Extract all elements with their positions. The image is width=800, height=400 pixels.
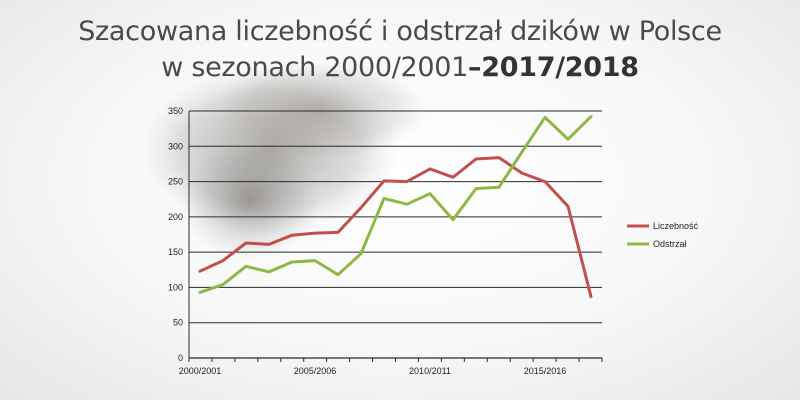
chart-title-line1: Szacowana liczebność i odstrzał dzików w… [78,16,722,47]
y-tick-label: 0 [178,353,183,363]
legend-label: Odstrzał [653,239,687,249]
x-tick-label: 2015/2016 [524,366,567,376]
x-tick-label: 2000/2001 [179,366,222,376]
y-tick-label: 100 [168,282,183,292]
chart-grid [189,110,602,324]
y-tick-label: 200 [168,212,183,222]
series-line-liczebnosc [198,156,593,299]
y-tick-label: 300 [168,141,183,151]
x-tick-label: 2005/2006 [294,366,337,376]
chart-title-line2-suffix: –2017/2018 [468,52,639,83]
series-line-odstrzal [198,115,593,294]
chart-axes: 0 50 100 150 200 250 300 350 2000/2001 2005/2006 2… [168,106,603,376]
y-tick-label: 250 [168,177,183,187]
chart-title: Szacowana liczebność i odstrzał dzików w… [0,14,800,86]
chart-title-line2-prefix: w sezonach 2000/2001 [161,52,469,83]
y-tick-label: 150 [168,247,183,257]
chart-legend: Liczebność Odstrzał [627,221,699,249]
chart-series [198,115,593,299]
chart-title-line2: w sezonach 2000/2001–2017/2018 [0,50,800,86]
y-tick-label: 50 [173,318,183,328]
y-tick-label: 350 [168,106,183,116]
legend-label: Liczebność [653,221,699,231]
x-tick-label: 2010/2011 [409,366,451,376]
